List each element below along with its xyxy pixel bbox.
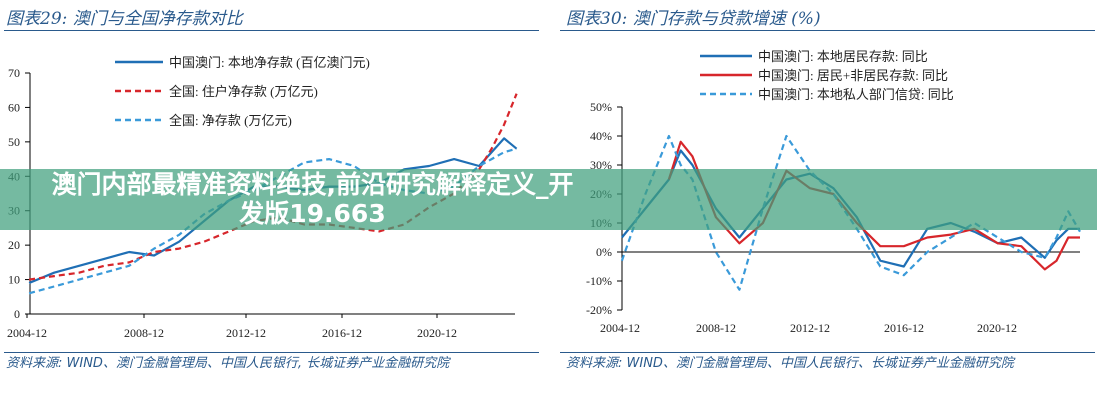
x-tick-label: 2016-12 <box>322 326 362 340</box>
y-tick-label: 20 <box>8 238 20 252</box>
y-tick-label: -20% <box>586 303 612 317</box>
legend-label: 中国澳门: 本地私人部门信贷: 同比 <box>758 87 954 102</box>
source-note-left: 资料来源: WIND、澳门金融管理局、中国人民银行, 长城证券产业金融研究院 <box>6 356 450 371</box>
x-tick-label: 2016-12 <box>884 321 924 335</box>
x-tick-label: 2020-12 <box>977 321 1017 335</box>
x-tick-label: 2004-12 <box>7 326 47 340</box>
y-tick-label: 40% <box>590 129 612 143</box>
title-divider <box>560 30 1095 31</box>
x-tick-label: 2012-12 <box>226 326 266 340</box>
y-tick-label: 30% <box>590 158 612 172</box>
x-tick-label: 2008-12 <box>124 326 164 340</box>
overlay-banner: 澳门内部最精准资料绝技,前沿研究解释定义_开发版19.663 <box>0 169 1097 230</box>
legend-label: 中国澳门: 本地居民存款: 同比 <box>758 49 928 64</box>
x-tick-label: 2004-12 <box>600 321 640 335</box>
x-tick-label: 2008-12 <box>696 321 736 335</box>
y-tick-label: 60 <box>8 100 20 114</box>
y-tick-label: 10 <box>8 273 20 287</box>
y-tick-label: 0 <box>14 307 20 321</box>
chart-title-left: 图表29: 澳门与全国净存款对比 <box>6 9 243 29</box>
x-tick-label: 2020-12 <box>417 326 457 340</box>
title-divider <box>4 30 539 31</box>
y-tick-label: 0% <box>596 245 612 259</box>
legend-label: 全国: 住户净存款 (万亿元) <box>169 84 318 99</box>
y-tick-label: 70 <box>8 66 20 80</box>
y-tick-label: -10% <box>586 274 612 288</box>
legend-label: 中国澳门: 本地净存款 (百亿澳门元) <box>169 55 370 70</box>
legend-label: 全国: 净存款 (万亿元) <box>169 113 292 128</box>
legend-label: 中国澳门: 居民+非居民存款: 同比 <box>758 68 948 83</box>
source-divider <box>560 352 1095 353</box>
chart-title-right: 图表30: 澳门存款与贷款增速 (%) <box>566 9 821 29</box>
banner-text: 澳门内部最精准资料绝技,前沿研究解释定义_开发版19.663 <box>51 170 574 228</box>
source-divider <box>4 352 539 353</box>
y-tick-label: 50% <box>590 100 612 114</box>
x-tick-label: 2012-12 <box>790 321 830 335</box>
source-note-right: 资料来源: WIND、澳门金融管理局、中国人民银行、长城证券产业金融研究院 <box>566 356 1014 371</box>
y-tick-label: 50 <box>8 135 20 149</box>
